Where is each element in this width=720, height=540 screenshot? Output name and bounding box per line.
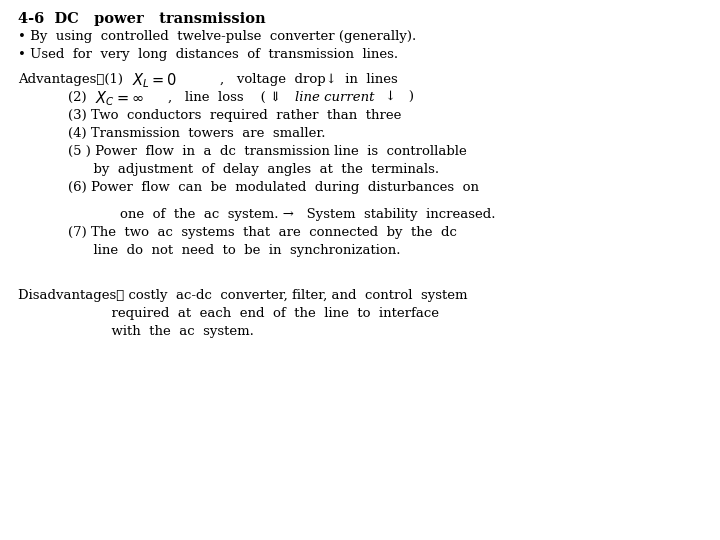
- Text: Disadvantages： costly  ac-dc  converter, filter, and  control  system: Disadvantages： costly ac-dc converter, f…: [18, 289, 467, 302]
- Text: ↓   ): ↓ ): [385, 91, 414, 104]
- Text: (2): (2): [68, 91, 86, 104]
- Text: Advantages：(1): Advantages：(1): [18, 73, 123, 86]
- Text: (7) The  two  ac  systems  that  are  connected  by  the  dc: (7) The two ac systems that are connecte…: [68, 226, 457, 239]
- Text: ,   line  loss    ( ⇓: , line loss ( ⇓: [168, 91, 289, 104]
- Text: (5 ) Power  flow  in  a  dc  transmission line  is  controllable: (5 ) Power flow in a dc transmission lin…: [68, 145, 467, 158]
- Text: (6) Power  flow  can  be  modulated  during  disturbances  on: (6) Power flow can be modulated during d…: [68, 181, 479, 194]
- Text: • Used  for  very  long  distances  of  transmission  lines.: • Used for very long distances of transm…: [18, 48, 398, 61]
- Text: (4) Transmission  towers  are  smaller.: (4) Transmission towers are smaller.: [68, 127, 325, 140]
- Text: one  of  the  ac  system. →   System  stability  increased.: one of the ac system. → System stability…: [120, 208, 495, 221]
- Text: ,   voltage  drop↓  in  lines: , voltage drop↓ in lines: [220, 73, 397, 86]
- Text: line  do  not  need  to  be  in  synchronization.: line do not need to be in synchronizatio…: [68, 244, 400, 257]
- Text: with  the  ac  system.: with the ac system.: [18, 325, 254, 338]
- Text: required  at  each  end  of  the  line  to  interface: required at each end of the line to inte…: [18, 307, 439, 320]
- Text: by  adjustment  of  delay  angles  at  the  terminals.: by adjustment of delay angles at the ter…: [68, 163, 439, 176]
- Text: (3) Two  conductors  required  rather  than  three: (3) Two conductors required rather than …: [68, 109, 401, 122]
- Text: $X_{L}=0$: $X_{L}=0$: [132, 71, 177, 90]
- Text: • By  using  controlled  twelve-pulse  converter (generally).: • By using controlled twelve-pulse conve…: [18, 30, 416, 43]
- Text: line current: line current: [295, 91, 374, 104]
- Text: 4-6  DC   power   transmission: 4-6 DC power transmission: [18, 12, 266, 26]
- Text: $X_{C}=\infty$: $X_{C}=\infty$: [95, 89, 144, 108]
